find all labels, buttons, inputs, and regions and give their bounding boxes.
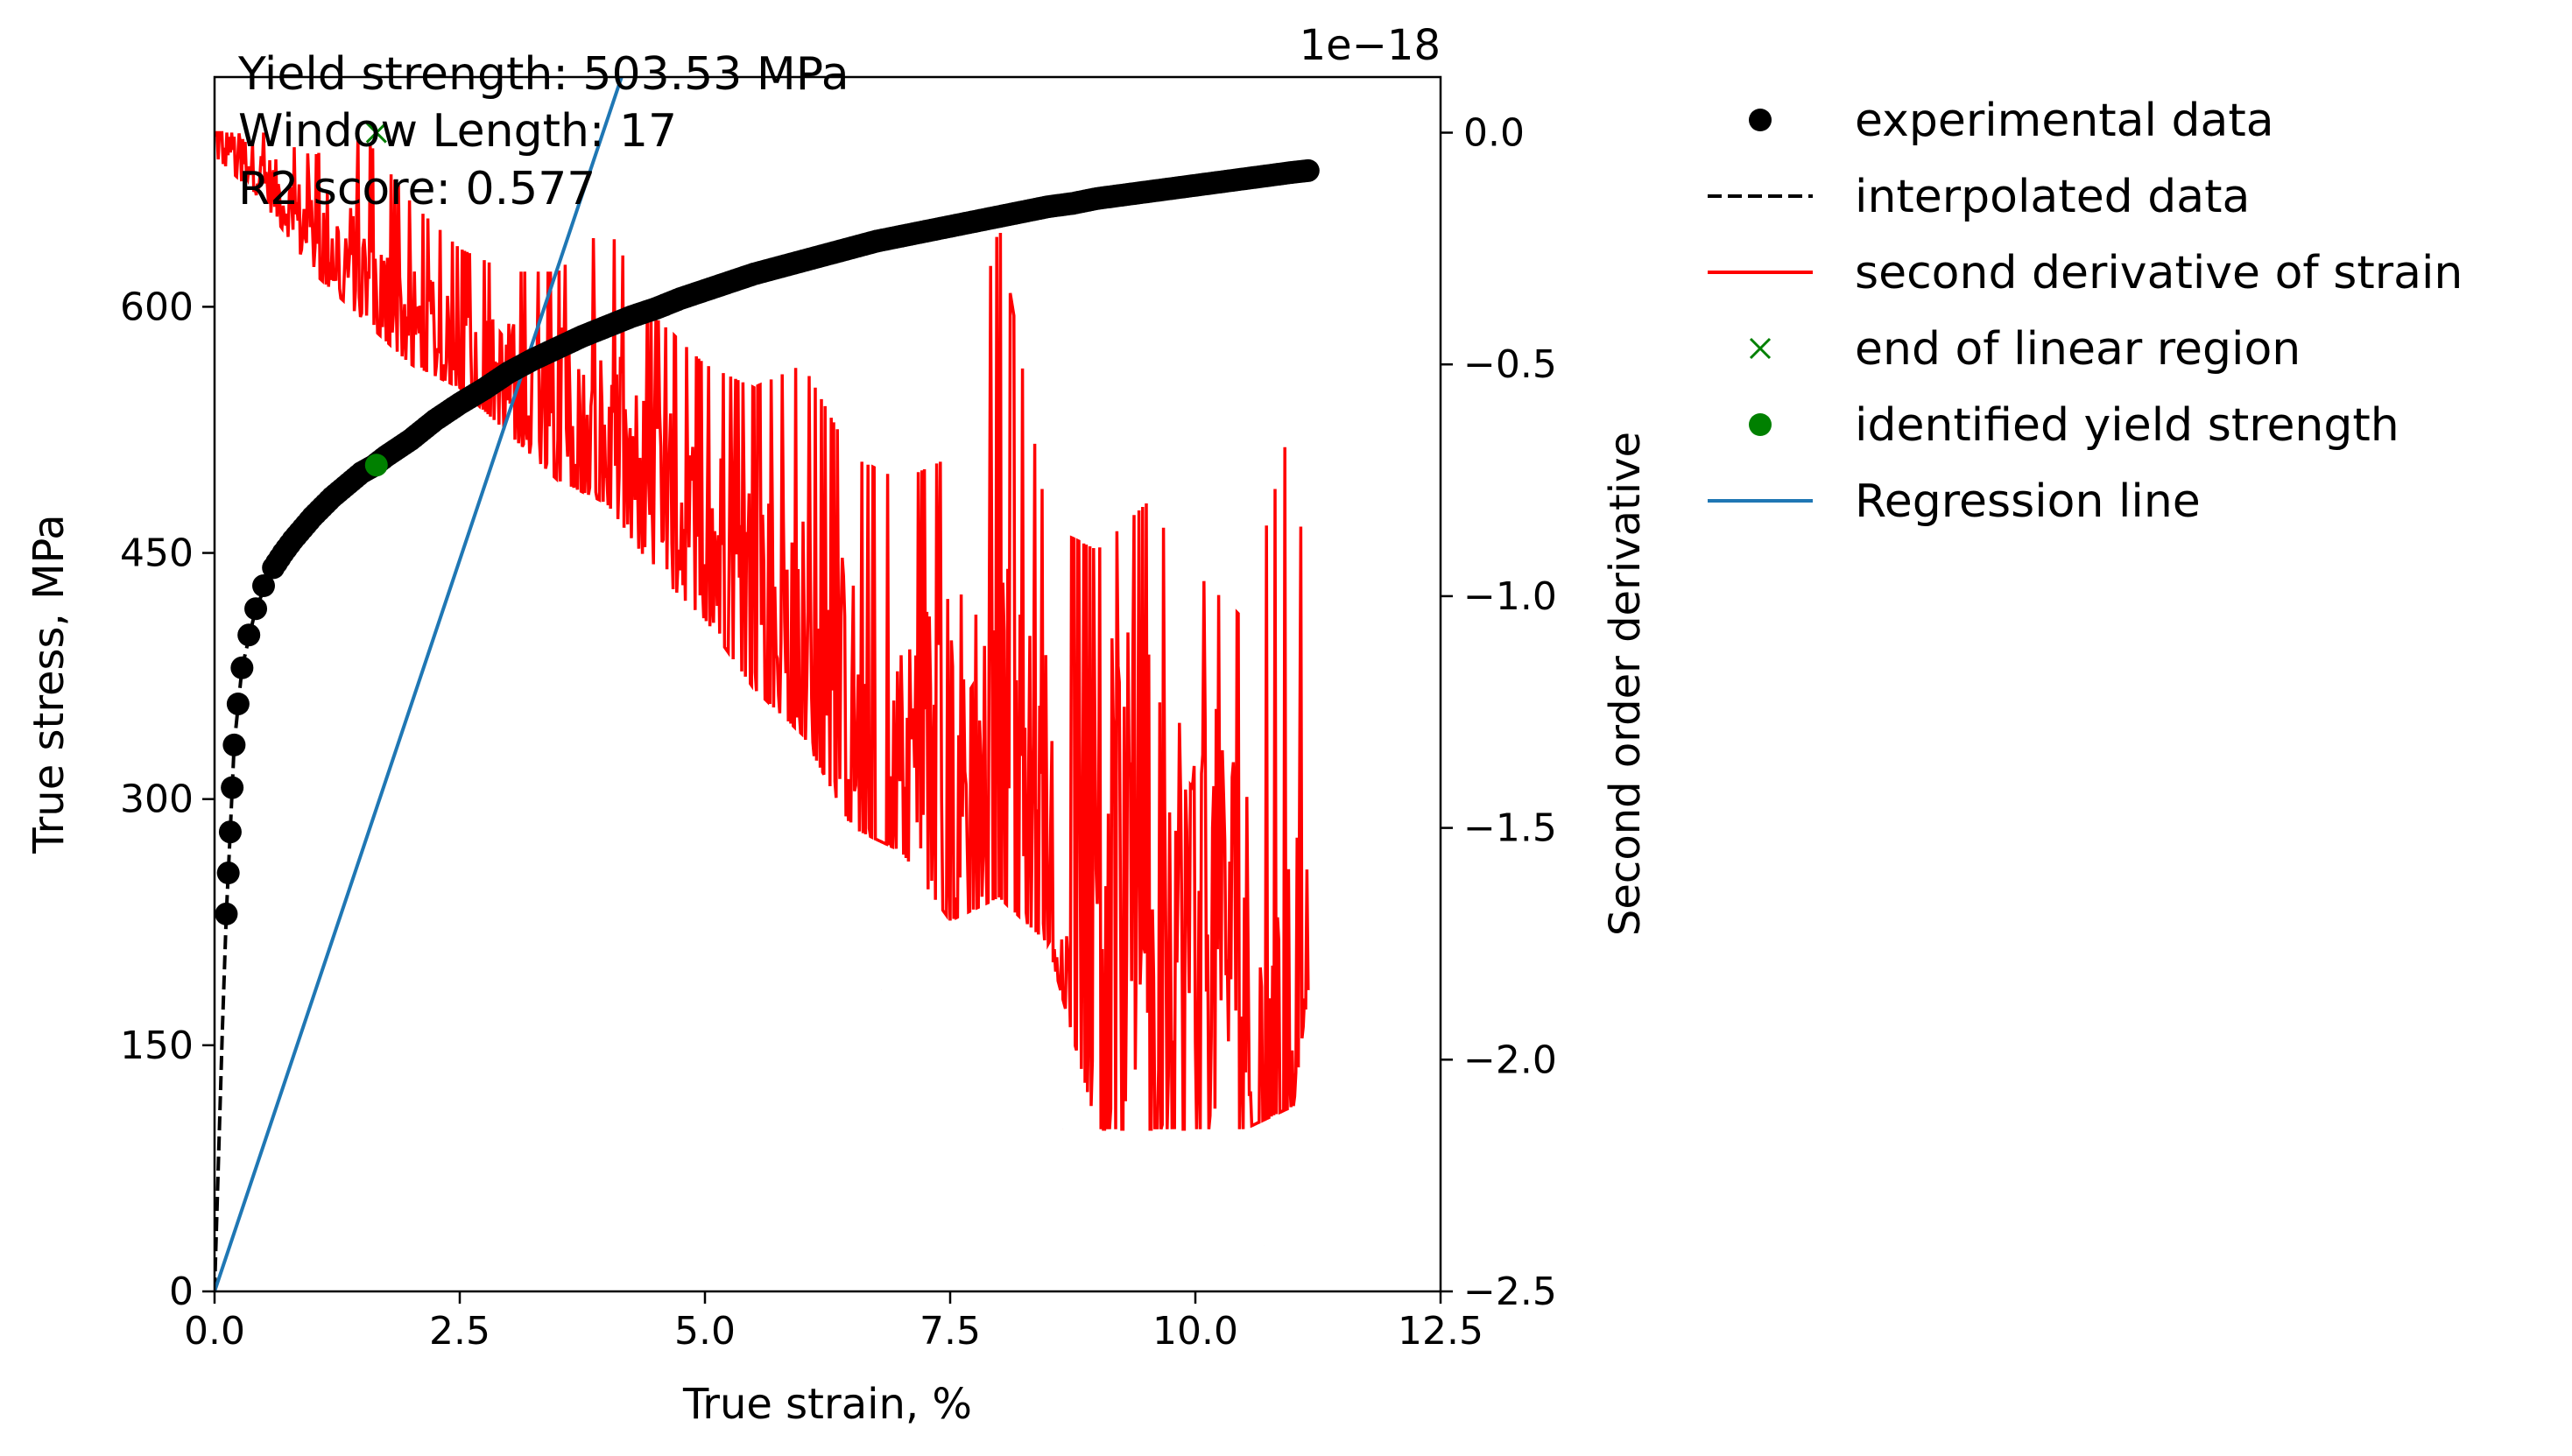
plot-frame	[213, 75, 1442, 1293]
legend-entry: Regression line	[1708, 475, 2201, 528]
end-of-linear-region-marker	[365, 122, 387, 144]
legend-swatch	[1749, 413, 1772, 436]
experimental-point	[244, 597, 268, 621]
legend-entry: end of linear region	[1749, 323, 2301, 376]
legend-label: identified yield strength	[1855, 399, 2399, 452]
regression-line	[215, 77, 624, 1291]
legend-label: Regression line	[1855, 475, 2201, 528]
y-tick-label: 600	[120, 285, 194, 329]
y-tick-label: 450	[120, 531, 194, 576]
experimental-point	[215, 902, 238, 925]
second-derivative-line	[215, 130, 1310, 1131]
x-axis: 0.0 2.5 5.0 7.5 10.0 12.5	[184, 1291, 1483, 1354]
legend-label: end of linear region	[1855, 323, 2301, 376]
legend-label: second derivative of strain	[1855, 247, 2463, 299]
legend-entry: second derivative of strain	[1708, 247, 2463, 299]
experimental-data-points	[215, 158, 1320, 925]
x-axis-title: True strain, %	[682, 1380, 972, 1429]
plot-area	[215, 77, 1320, 1291]
experimental-point	[230, 656, 254, 679]
x-tick-label: 12.5	[1398, 1309, 1483, 1354]
legend: experimental data interpolated data second…	[1708, 95, 2463, 528]
experimental-point	[216, 862, 240, 885]
legend-label: experimental data	[1855, 95, 2274, 147]
yield-strength-point	[364, 454, 388, 477]
y-tick-label: 300	[120, 777, 194, 822]
legend-label: interpolated data	[1855, 171, 2250, 223]
yield-markers	[364, 122, 388, 477]
y-axis-title: True stress, MPa	[25, 514, 74, 854]
second-derivative-curve	[215, 130, 1310, 1246]
experimental-point	[237, 623, 261, 647]
x-tick-label: 10.0	[1152, 1309, 1238, 1354]
annotation-yield-strength: Yield strength: 503.53 MPa	[237, 48, 849, 101]
legend-swatch	[1749, 337, 1772, 360]
y2-tick-label: 0.0	[1463, 111, 1525, 156]
legend-entry: interpolated data	[1708, 171, 2250, 223]
y-axis-right: 0.0 −0.5 −1.0 −1.5 −2.0 −2.5	[1441, 111, 1557, 1314]
y2-tick-label: −0.5	[1463, 342, 1557, 387]
annotation-r2-score: R2 score: 0.577	[238, 163, 595, 215]
y2-tick-label: −1.5	[1463, 806, 1557, 851]
y2-tick-label: −2.5	[1463, 1270, 1557, 1314]
y-tick-label: 0	[169, 1270, 194, 1314]
regression-line-path	[215, 77, 624, 1291]
annotation-window-length: Window Length: 17	[238, 105, 677, 158]
annotation-box: Yield strength: 503.53 MPa Window Length…	[237, 48, 849, 215]
x-tick-label: 0.0	[184, 1309, 245, 1354]
y-axis-left: 0 150 300 450 600	[120, 285, 215, 1314]
x-tick-label: 2.5	[429, 1309, 490, 1354]
y-tick-label: 150	[120, 1023, 194, 1068]
experimental-point	[1296, 158, 1320, 182]
experimental-point	[222, 733, 246, 756]
experimental-point	[252, 574, 275, 598]
experimental-point	[226, 692, 250, 715]
legend-entry: experimental data	[1749, 95, 2274, 147]
legend-entry: identified yield strength	[1749, 399, 2399, 452]
y2-offset-label: 1e−18	[1300, 21, 1441, 70]
legend-swatch	[1749, 109, 1772, 131]
y2-tick-label: −1.0	[1463, 574, 1557, 619]
experimental-point	[221, 776, 244, 799]
x-tick-label: 5.0	[674, 1309, 736, 1354]
x-tick-label: 7.5	[920, 1309, 981, 1354]
y2-tick-label: −2.0	[1463, 1037, 1557, 1082]
y2-axis-title: Second order derivative	[1601, 432, 1650, 936]
experimental-point	[218, 820, 242, 844]
